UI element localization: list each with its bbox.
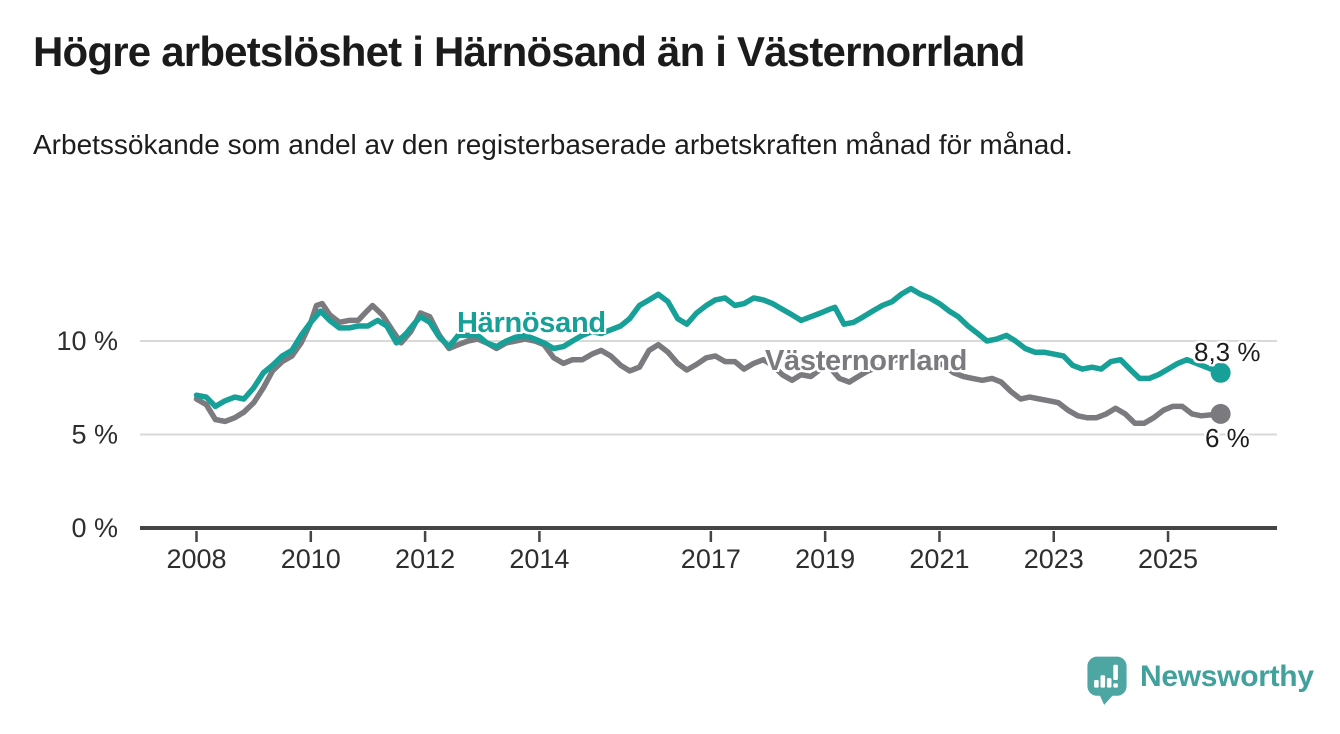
y-tick-label-0pct: 0 % (71, 513, 118, 543)
newsworthy-logo-text: Newsworthy (1140, 660, 1314, 693)
x-tick-label-2019: 2019 (795, 544, 855, 574)
page-title: Högre arbetslöshet i Härnösand än i Väst… (33, 28, 1025, 75)
x-tick-label-2008: 2008 (166, 544, 226, 574)
end-value-label-vasternorrland: 6 % (1205, 423, 1250, 453)
x-tick-label-2025: 2025 (1138, 544, 1198, 574)
x-tick-label-2021: 2021 (909, 544, 969, 574)
end-dot-vasternorrland (1210, 403, 1231, 424)
end-value-label-harnosand: 8,3 % (1194, 337, 1261, 367)
x-tick-label-2023: 2023 (1024, 544, 1084, 574)
series-label-harnosand: Härnösand (457, 307, 606, 339)
end-dot-harnosand (1210, 362, 1231, 383)
x-tick-label-2017: 2017 (681, 544, 741, 574)
x-tick-label-2010: 2010 (281, 544, 341, 574)
newsworthy-bar-chart-bubble-icon (1087, 656, 1127, 705)
y-tick-label-10pct: 10 % (56, 326, 118, 356)
x-tick-label-2014: 2014 (509, 544, 569, 574)
page-subtitle: Arbetssökande som andel av den registerb… (33, 129, 1073, 160)
x-tick-label-2012: 2012 (395, 544, 455, 574)
series-line-harnosand (193, 285, 1224, 410)
series-line-vasternorrland (193, 300, 1224, 427)
series-label-vasternorrland: Västernorrland (765, 345, 968, 377)
newsworthy-logo: Newsworthy (1086, 655, 1316, 715)
y-tick-label-5pct: 5 % (71, 420, 118, 450)
